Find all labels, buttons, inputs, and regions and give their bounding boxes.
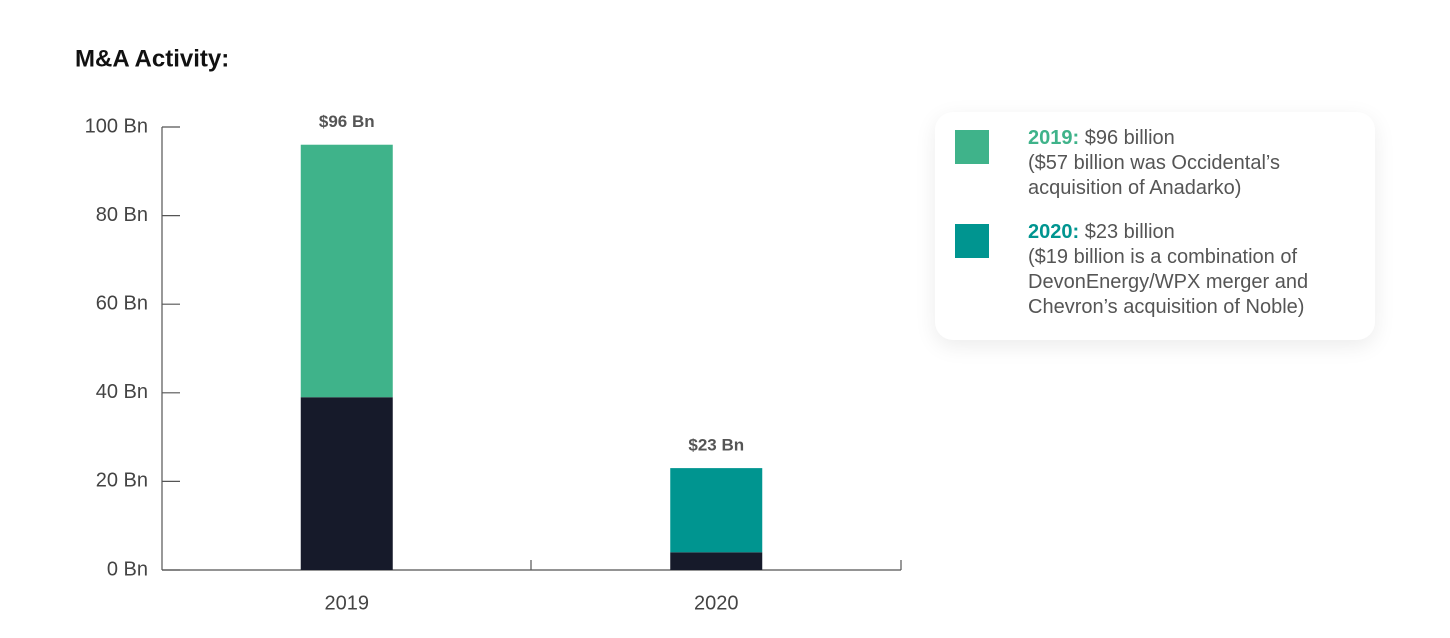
legend-text: 2020: $23 billion ($19 billion is a combi… xyxy=(1028,220,1368,320)
total-label: $23 Bn xyxy=(688,436,744,455)
legend-line: 2019: $96 billion xyxy=(1028,126,1368,151)
legend-value: $96 billion xyxy=(1084,127,1175,149)
legend-note: DevonEnergy/WPX merger and xyxy=(1028,271,1309,293)
y-tick-label: 0 Bn xyxy=(107,558,148,580)
y-tick-label: 80 Bn xyxy=(96,204,148,226)
total-label: $96 Bn xyxy=(319,112,375,131)
legend-label: 2020: xyxy=(1028,221,1080,243)
x-tick-label: 2019 xyxy=(325,592,370,614)
legend-note: acquisition of Anadarko) xyxy=(1028,177,1242,199)
y-tick-label: 100 Bn xyxy=(85,115,148,137)
y-tick-label: 20 Bn xyxy=(96,470,148,492)
legend-note: Chevron’s acquisition of Noble) xyxy=(1028,296,1305,318)
y-tick-label: 40 Bn xyxy=(96,381,148,403)
bar-segment xyxy=(300,144,393,398)
legend-value: $23 billion xyxy=(1084,221,1175,243)
x-tick-label: 2020 xyxy=(694,592,739,614)
legend-note: ($19 billion is a combination of xyxy=(1028,246,1298,268)
legend-line: 2020: $23 billion xyxy=(1028,220,1368,245)
bar-segment xyxy=(670,468,763,553)
legend-note: ($57 billion was Occidental’s xyxy=(1028,152,1280,174)
legend-swatch xyxy=(955,224,989,258)
y-tick-label: 60 Bn xyxy=(96,292,148,314)
bar-segment xyxy=(300,397,393,570)
legend-label: 2019: xyxy=(1028,127,1080,149)
legend: 2019: $96 billion ($57 billion was Occide… xyxy=(935,112,1375,340)
legend-text: 2019: $96 billion ($57 billion was Occide… xyxy=(1028,126,1368,201)
legend-swatch xyxy=(955,130,989,164)
chart-title: M&A Activity: xyxy=(75,45,229,72)
bar-segment xyxy=(670,552,763,570)
